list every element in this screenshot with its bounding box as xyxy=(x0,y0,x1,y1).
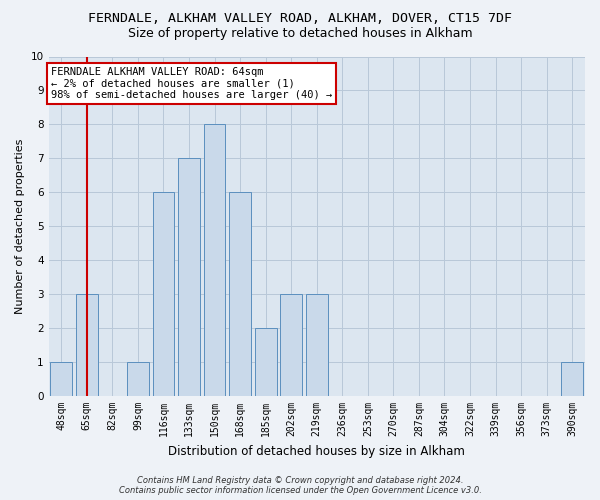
Bar xyxy=(152,192,175,396)
Text: FERNDALE ALKHAM VALLEY ROAD: 64sqm
← 2% of detached houses are smaller (1)
98% o: FERNDALE ALKHAM VALLEY ROAD: 64sqm ← 2% … xyxy=(51,66,332,100)
Bar xyxy=(280,294,302,396)
Text: Contains HM Land Registry data © Crown copyright and database right 2024.
Contai: Contains HM Land Registry data © Crown c… xyxy=(119,476,481,495)
X-axis label: Distribution of detached houses by size in Alkham: Distribution of detached houses by size … xyxy=(169,444,465,458)
Bar xyxy=(562,362,583,396)
Bar xyxy=(229,192,251,396)
Bar xyxy=(204,124,226,396)
Bar xyxy=(306,294,328,396)
Bar xyxy=(50,362,72,396)
Text: FERNDALE, ALKHAM VALLEY ROAD, ALKHAM, DOVER, CT15 7DF: FERNDALE, ALKHAM VALLEY ROAD, ALKHAM, DO… xyxy=(88,12,512,26)
Bar xyxy=(178,158,200,396)
Y-axis label: Number of detached properties: Number of detached properties xyxy=(15,138,25,314)
Bar xyxy=(255,328,277,396)
Bar xyxy=(127,362,149,396)
Bar xyxy=(76,294,98,396)
Text: Size of property relative to detached houses in Alkham: Size of property relative to detached ho… xyxy=(128,28,472,40)
